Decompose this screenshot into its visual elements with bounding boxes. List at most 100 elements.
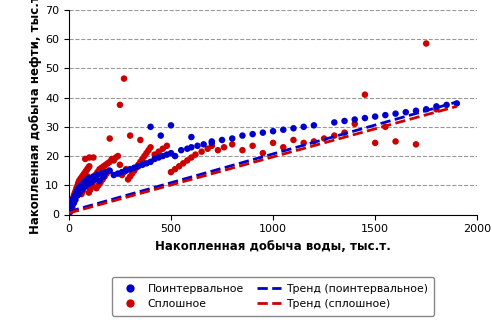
Сплошное	[116, 162, 124, 167]
Сплошное	[76, 182, 84, 188]
Сплошное	[71, 191, 79, 197]
Сплошное	[381, 124, 389, 129]
Сплошное	[371, 140, 379, 146]
Поинтервальное	[78, 187, 86, 192]
Поинтервальное	[106, 168, 114, 173]
Сплошное	[97, 165, 105, 170]
Поинтервальное	[249, 131, 257, 137]
Сплошное	[66, 208, 74, 213]
Сплошное	[289, 137, 297, 143]
Сплошное	[171, 167, 179, 172]
Сплошное	[214, 148, 222, 153]
Поинтервальное	[90, 174, 97, 179]
Сплошное	[102, 162, 110, 167]
Поинтервальное	[70, 200, 78, 206]
Поинтервальное	[84, 181, 92, 186]
Сплошное	[138, 156, 146, 162]
Сплошное	[90, 178, 97, 183]
Сплошное	[77, 187, 85, 192]
Сплошное	[331, 133, 338, 138]
Поинтервальное	[130, 165, 138, 170]
Поинтервальное	[77, 182, 85, 188]
Поинтервальное	[187, 134, 195, 140]
Сплошное	[163, 143, 171, 148]
Поинтервальное	[75, 185, 83, 191]
Поинтервальное	[76, 184, 84, 189]
Сплошное	[143, 150, 151, 156]
Поинтервальное	[73, 193, 81, 198]
Поинтервальное	[279, 127, 287, 132]
Сплошное	[73, 185, 81, 191]
Сплошное	[86, 164, 93, 169]
Сплошное	[179, 161, 187, 166]
Сплошное	[86, 155, 93, 160]
Поинтервальное	[443, 102, 451, 108]
Поинтервальное	[218, 137, 226, 143]
Сплошное	[66, 205, 74, 210]
Поинтервальное	[114, 171, 122, 176]
Поинтервальное	[110, 172, 118, 178]
Сплошное	[141, 153, 149, 159]
Сплошное	[68, 197, 76, 203]
Сплошное	[78, 174, 86, 179]
Поинтервальное	[155, 155, 163, 160]
Поинтервальное	[184, 146, 191, 151]
Поинтервальное	[66, 205, 74, 210]
Поинтервальное	[300, 124, 308, 129]
Сплошное	[204, 146, 212, 151]
Поинтервальное	[82, 178, 90, 183]
Сплошное	[220, 145, 228, 150]
Сплошное	[67, 207, 75, 212]
Сплошное	[65, 211, 73, 216]
Поинтервальное	[392, 111, 400, 116]
Поинтервальное	[289, 126, 297, 131]
Сплошное	[151, 152, 158, 157]
Сплошное	[96, 180, 104, 185]
Сплошное	[118, 172, 126, 178]
Поинтервальное	[93, 172, 101, 178]
Поинтервальное	[69, 196, 77, 201]
Сплошное	[155, 149, 163, 154]
Сплошное	[67, 202, 75, 207]
Поинтервальное	[147, 124, 154, 129]
Сплошное	[74, 182, 82, 188]
Сплошное	[73, 184, 81, 189]
Поинтервальное	[122, 168, 130, 173]
Поинтервальное	[72, 191, 80, 197]
Сплошное	[88, 184, 95, 189]
Поинтервальное	[100, 174, 108, 179]
Сплошное	[239, 148, 246, 153]
Сплошное	[74, 185, 82, 191]
Сплошное	[103, 171, 111, 176]
Сплошное	[167, 170, 175, 175]
Поинтервальное	[187, 145, 195, 150]
Legend: Поинтервальное, Сплошное, Тренд (поинтервальное), Тренд (сплошное): Поинтервальное, Сплошное, Тренд (поинтер…	[112, 277, 434, 315]
Поинтервальное	[134, 164, 142, 169]
Сплошное	[106, 136, 114, 141]
Сплошное	[120, 170, 128, 175]
Поинтервальное	[453, 101, 461, 106]
Поинтервальное	[95, 178, 103, 183]
Сплошное	[124, 177, 132, 182]
Сплошное	[105, 168, 113, 173]
Сплошное	[72, 187, 80, 192]
Поинтервальное	[402, 110, 410, 115]
Сплошное	[78, 191, 86, 197]
Сплошное	[82, 180, 90, 185]
Поинтервальное	[88, 180, 95, 185]
Поинтервальное	[432, 104, 440, 109]
Сплошное	[94, 182, 102, 188]
Поинтервальное	[351, 117, 359, 122]
Сплошное	[432, 107, 440, 112]
Сплошное	[70, 194, 78, 200]
Сплошное	[112, 155, 120, 160]
Поинтервальное	[80, 180, 88, 185]
Сплошное	[75, 180, 83, 185]
Сплошное	[80, 184, 88, 189]
Поинтервальное	[228, 136, 236, 141]
Сплошное	[116, 102, 124, 108]
Поинтервальное	[177, 148, 185, 153]
Поинтервальное	[65, 210, 73, 215]
Сплошное	[69, 196, 77, 201]
Сплошное	[66, 206, 74, 211]
